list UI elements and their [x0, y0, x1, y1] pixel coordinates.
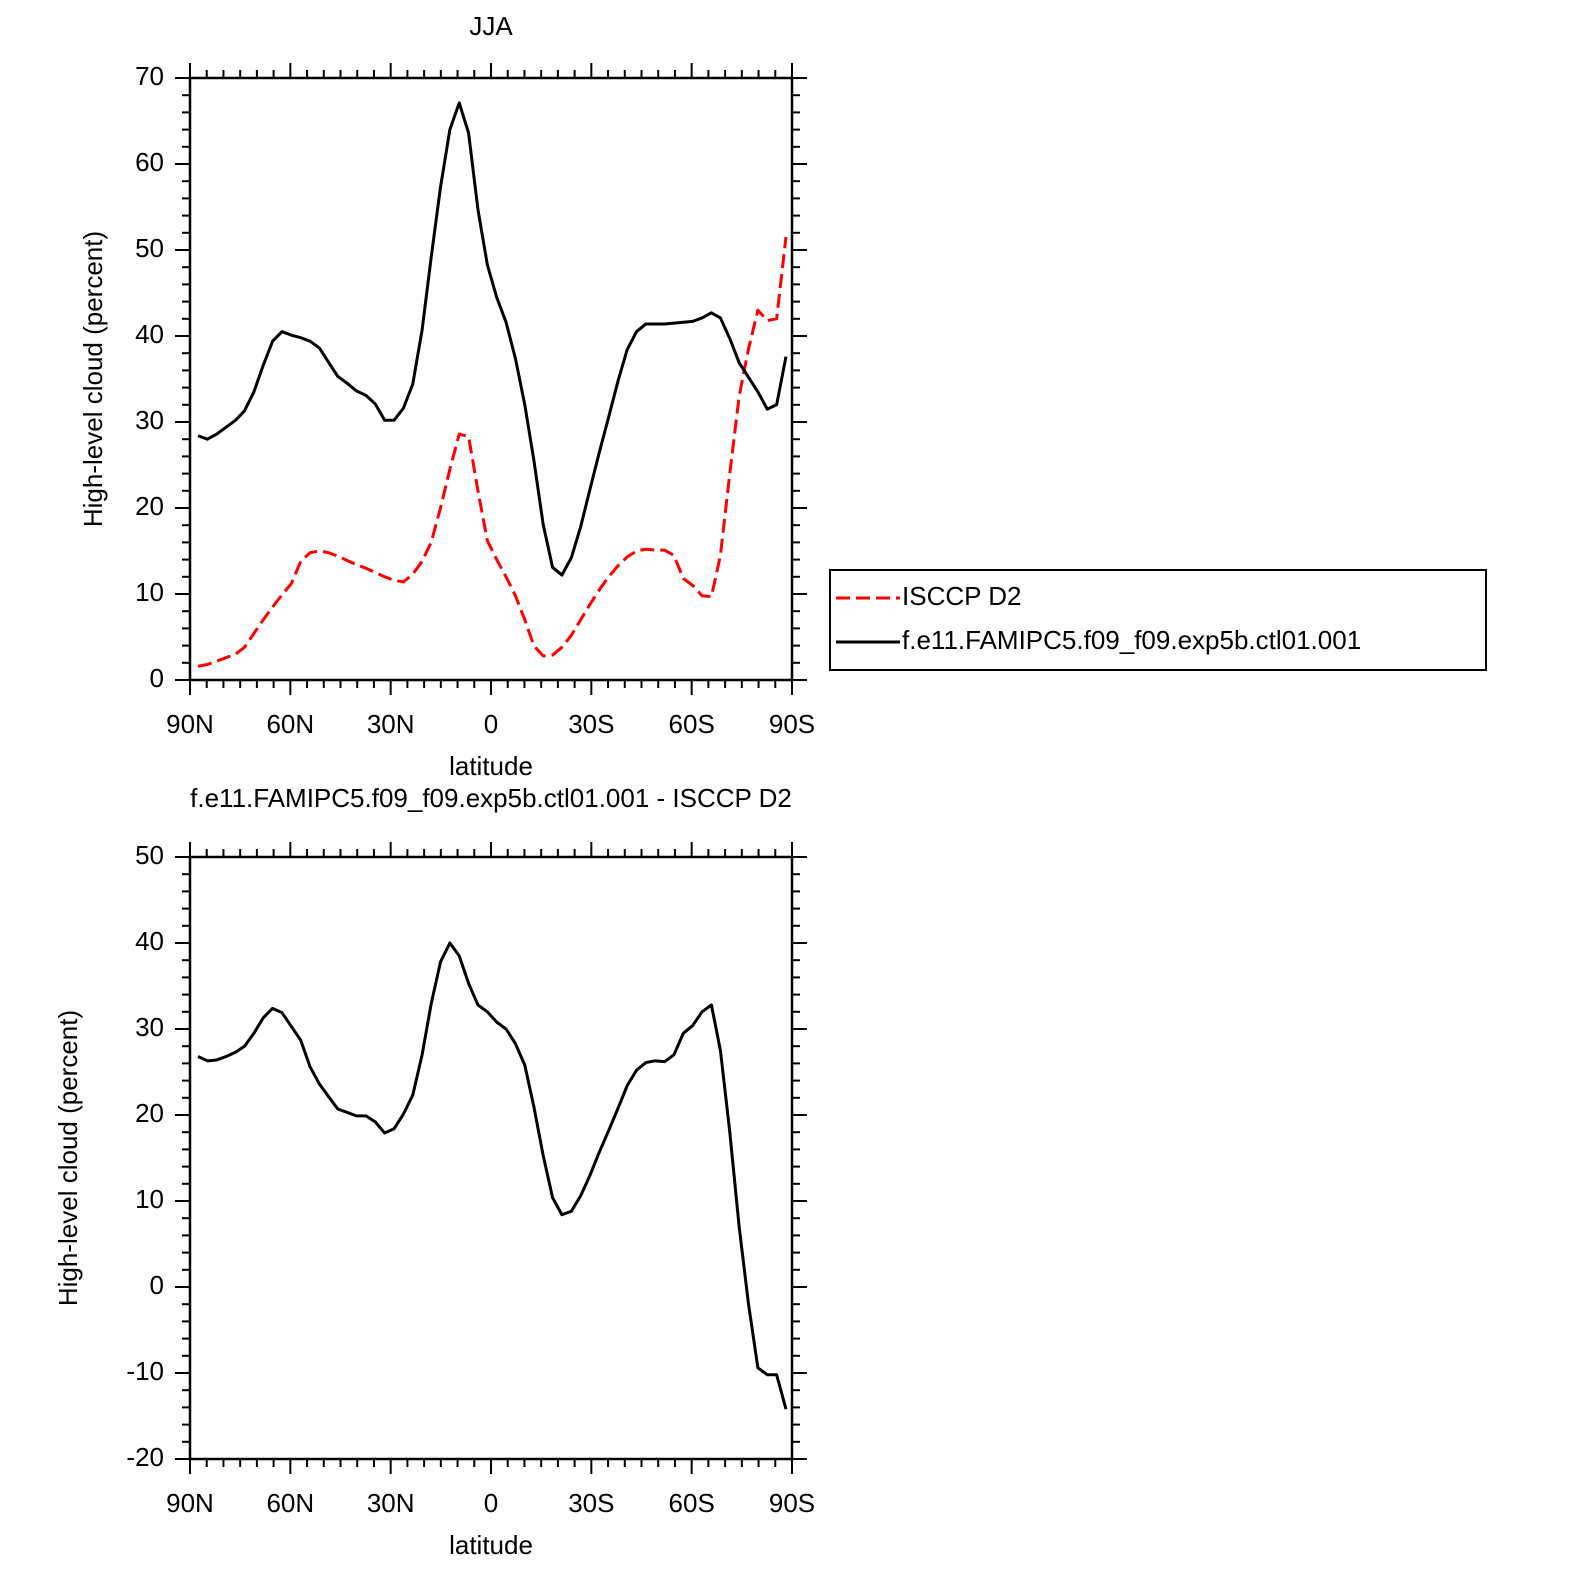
y-tick-label: 0 — [150, 663, 164, 693]
legend-box — [829, 569, 1487, 671]
y-tick-label: 10 — [135, 577, 164, 607]
y-tick-label: 50 — [135, 233, 164, 263]
y-tick-label: 40 — [135, 926, 164, 956]
chart-title: f.e11.FAMIPC5.f09_f09.exp5b.ctl01.001 - … — [190, 783, 792, 813]
x-tick-label: 30N — [367, 1488, 415, 1518]
x-tick-label: 0 — [484, 709, 498, 739]
y-axis-title: High-level cloud (percent) — [78, 231, 108, 527]
series-line — [197, 941, 788, 1410]
x-tick-label: 30S — [568, 709, 614, 739]
x-tick-label: 90S — [769, 1488, 815, 1518]
x-tick-label: 60N — [266, 709, 314, 739]
x-tick-label: 60S — [669, 709, 715, 739]
x-tick-label: 30S — [568, 1488, 614, 1518]
plot-frame — [188, 855, 794, 1461]
y-tick-label: 0 — [150, 1270, 164, 1300]
y-tick-label: -10 — [126, 1356, 164, 1386]
x-axis-title: latitude — [449, 751, 533, 781]
x-tick-label: 90N — [166, 1488, 214, 1518]
x-tick-label: 90S — [769, 709, 815, 739]
y-tick-label: 10 — [135, 1184, 164, 1214]
y-tick-label: 40 — [135, 319, 164, 349]
y-tick-label: 30 — [135, 1012, 164, 1042]
legend-label: ISCCP D2 — [902, 581, 1021, 611]
series-line — [197, 101, 788, 577]
plot-frame — [188, 76, 794, 682]
chart-title: JJA — [469, 11, 513, 41]
x-axis-title: latitude — [449, 1530, 533, 1560]
y-tick-label: 70 — [135, 61, 164, 91]
y-axis-title: High-level cloud (percent) — [53, 1010, 83, 1306]
legend-label: f.e11.FAMIPC5.f09_f09.exp5b.ctl01.001 — [902, 625, 1361, 655]
x-tick-label: 60S — [669, 1488, 715, 1518]
y-tick-label: 60 — [135, 147, 164, 177]
y-tick-label: 20 — [135, 491, 164, 521]
x-tick-label: 30N — [367, 709, 415, 739]
y-tick-label: 50 — [135, 840, 164, 870]
x-tick-label: 90N — [166, 709, 214, 739]
series-line — [197, 236, 788, 668]
x-tick-label: 0 — [484, 1488, 498, 1518]
x-tick-label: 60N — [266, 1488, 314, 1518]
y-tick-label: -20 — [126, 1442, 164, 1472]
y-tick-label: 20 — [135, 1098, 164, 1128]
y-tick-label: 30 — [135, 405, 164, 435]
